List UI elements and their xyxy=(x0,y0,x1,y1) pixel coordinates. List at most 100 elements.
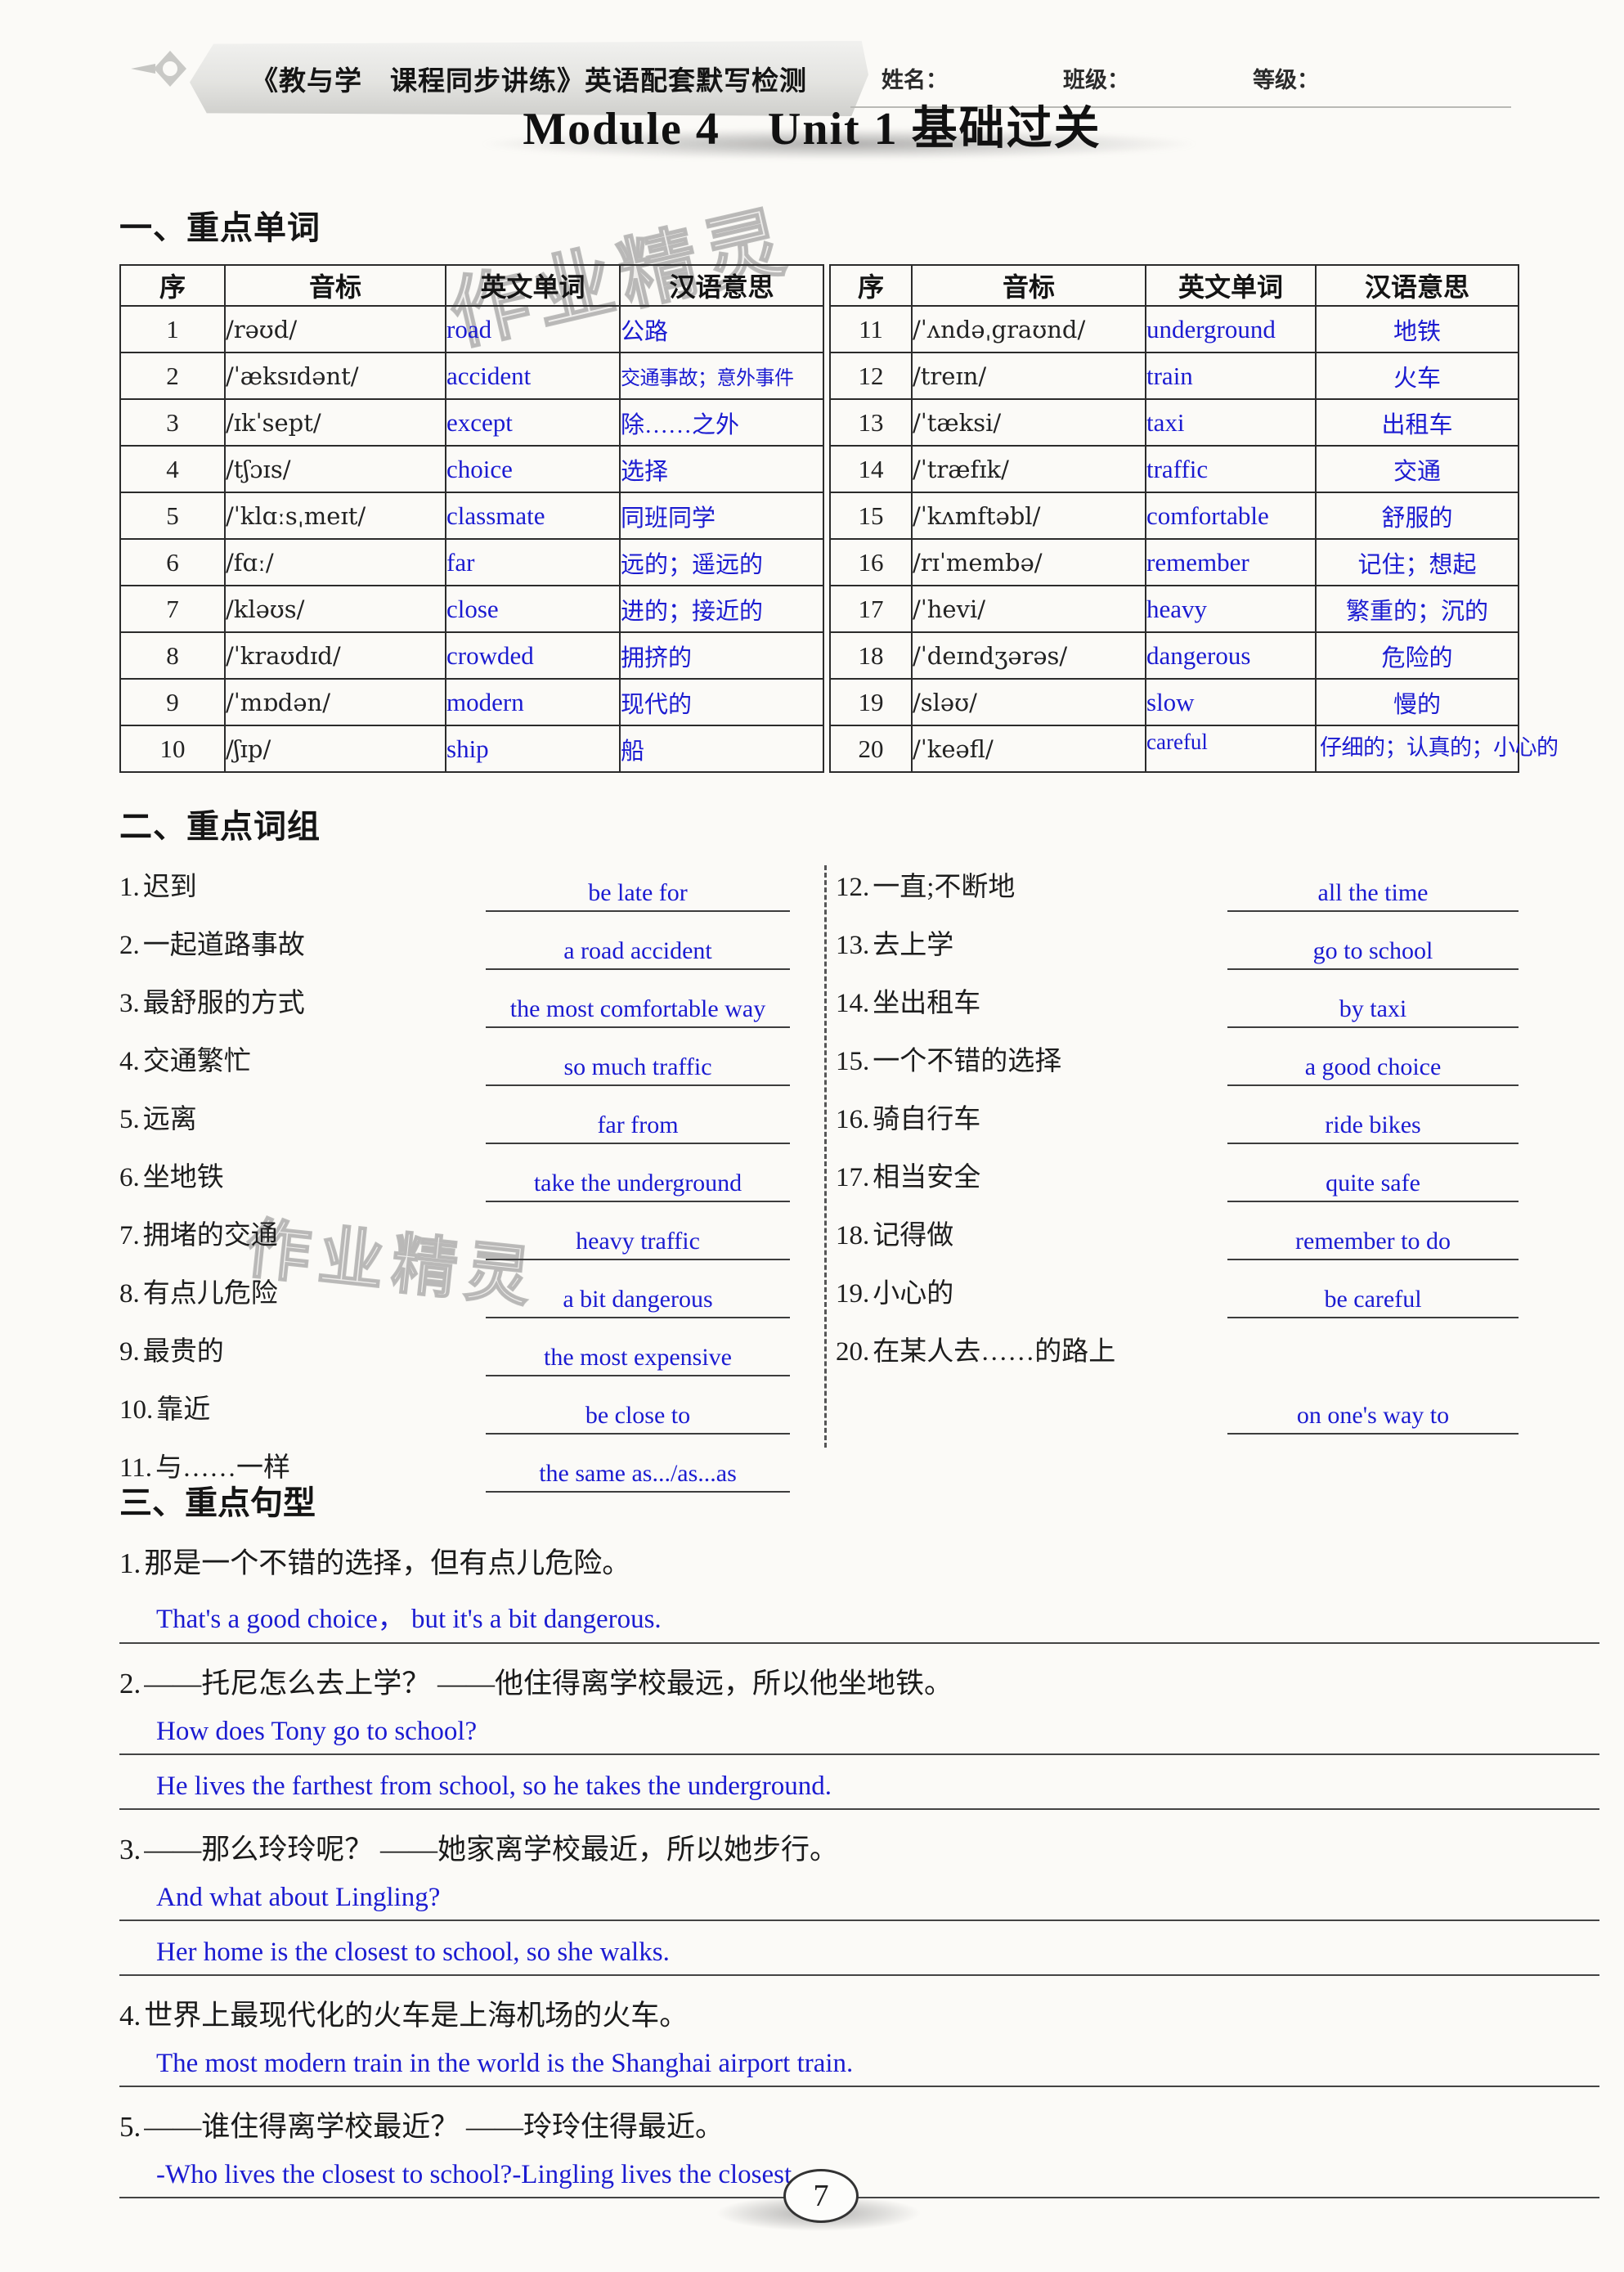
answer-line xyxy=(486,910,790,912)
word-number: 8 xyxy=(119,631,226,680)
word-number: 11 xyxy=(829,305,913,353)
word-ipa: /ˈdeɪndʒərəs/ xyxy=(911,631,1146,680)
word-table-row: 3 /ɪkˈsept/ except 除……之外 xyxy=(119,398,824,447)
word-ipa: /ˈtæksi/ xyxy=(911,398,1146,447)
word-english: train xyxy=(1145,352,1317,400)
phrase-number: 12. xyxy=(836,873,870,902)
answer-line xyxy=(1227,1433,1519,1435)
phrase-row: 2. 一起道路事故 a road accident xyxy=(119,917,823,975)
word-table-row: 10 /ʃɪp/ ship 船 xyxy=(119,725,824,773)
word-english: underground xyxy=(1145,305,1317,353)
word-ipa: /ʃɪp/ xyxy=(224,725,446,773)
word-meaning: 拥挤的 xyxy=(619,631,824,680)
word-english: heavy xyxy=(1145,585,1317,633)
phrase-row: on one's way to xyxy=(836,1381,1527,1439)
sentence-item: 1. 那是一个不错的选择，但有点儿危险。 That's a good choice… xyxy=(119,1540,1599,1644)
word-ipa: /treɪn/ xyxy=(911,352,1146,400)
section2-heading: 二、重点词组 xyxy=(119,809,321,845)
section3-heading: 三、重点句型 xyxy=(119,1485,316,1521)
word-number: 18 xyxy=(829,631,913,680)
phrase-number: 10. xyxy=(119,1395,154,1425)
word-english: except xyxy=(445,398,621,447)
word-ipa: /sləʊ/ xyxy=(911,678,1146,726)
grade-label: 等级： xyxy=(1253,68,1319,92)
col-header-no: 序 xyxy=(119,264,226,307)
phrase-number: 14. xyxy=(836,989,870,1018)
sentence-number: 4. xyxy=(119,2000,141,2032)
word-number: 20 xyxy=(829,725,913,773)
phrase-chinese: 7. 拥堵的交通 xyxy=(119,1221,278,1250)
word-english: close xyxy=(445,585,621,633)
phrase-number: 19. xyxy=(836,1279,870,1309)
phrase-chinese: 10. 靠近 xyxy=(119,1395,211,1425)
phrase-row: 16. 骑自行车 ride bikes xyxy=(836,1091,1527,1149)
word-english: traffic xyxy=(1145,445,1317,493)
word-meaning: 进的；接近的 xyxy=(619,585,824,633)
word-number: 1 xyxy=(119,305,226,353)
phrase-answer: the most expensive xyxy=(486,1344,790,1382)
phrase-answer: be close to xyxy=(486,1402,790,1440)
phrase-chinese: 16. 骑自行车 xyxy=(836,1105,981,1134)
word-table-row: 18 /ˈdeɪndʒərəs/ dangerous 危险的 xyxy=(829,631,1519,680)
word-table-row: 19 /sləʊ/ slow 慢的 xyxy=(829,678,1519,726)
phrase-answer: a good choice xyxy=(1227,1053,1519,1092)
word-ipa: /ˈkʌmftəbl/ xyxy=(911,492,1146,540)
word-ipa: /fɑː/ xyxy=(224,538,446,586)
phrase-answer-text: remember to do xyxy=(1295,1227,1451,1255)
word-english: careful xyxy=(1145,725,1317,773)
column-divider xyxy=(824,865,827,1448)
word-meaning: 繁重的；沉的 xyxy=(1315,585,1519,633)
phrase-number: 7. xyxy=(119,1221,140,1250)
phrase-answer-text: take the underground xyxy=(533,1169,742,1197)
phrase-answer: take the underground xyxy=(486,1170,790,1208)
word-table-left: 序 音标 英文单词 汉语意思 1 /rəʊd/ road 公路 2 /ˈæksɪ… xyxy=(119,264,824,773)
sentence-answer: -Who lives the closest to school?-Lingli… xyxy=(119,2160,1599,2198)
phrase-chinese: 4. 交通繁忙 xyxy=(119,1047,251,1076)
answer-line xyxy=(1227,1201,1519,1202)
phrase-chinese: 14. 坐出租车 xyxy=(836,989,981,1018)
phrase-number: 13. xyxy=(836,931,870,960)
col-header-meaning: 汉语意思 xyxy=(619,264,824,307)
phrase-chinese: 9. 最贵的 xyxy=(119,1337,224,1367)
phrase-number: 17. xyxy=(836,1163,870,1192)
title-shadow xyxy=(461,128,1217,160)
sentence-chinese: 4. 世界上最现代化的火车是上海机场的火车。 xyxy=(119,2000,689,2032)
word-number: 17 xyxy=(829,585,913,633)
word-english: far xyxy=(445,538,621,586)
phrase-answer: heavy traffic xyxy=(486,1228,790,1266)
phrase-column-right: 12. 一直;不断地 all the time 13. 去上学 go to scho… xyxy=(836,859,1527,1439)
sentence-answer: Her home is the closest to school, so sh… xyxy=(119,1937,1599,1976)
word-english: remember xyxy=(1145,538,1317,586)
word-meaning: 选择 xyxy=(619,445,824,493)
phrase-row: 6. 坐地铁 take the underground xyxy=(119,1149,823,1207)
word-english: crowded xyxy=(445,631,621,680)
word-table-row: 1 /rəʊd/ road 公路 xyxy=(119,305,824,353)
phrase-row: 11. 与……一样 the same as.../as...as xyxy=(119,1439,823,1497)
word-ipa: /rɪˈmembə/ xyxy=(911,538,1146,586)
word-meaning: 远的；遥远的 xyxy=(619,538,824,586)
phrase-row: 4. 交通繁忙 so much traffic xyxy=(119,1033,823,1091)
word-ipa: /kləʊs/ xyxy=(224,585,446,633)
col-header-word: 英文单词 xyxy=(445,264,621,307)
phrase-answer-text: a good choice xyxy=(1304,1053,1442,1080)
phrase-number: 16. xyxy=(836,1105,870,1134)
sentence-answer: And what about Lingling? xyxy=(119,1883,1599,1921)
sentence-number: 1. xyxy=(119,1547,141,1579)
phrase-answer-text: a road accident xyxy=(563,936,712,964)
phrase-number: 2. xyxy=(119,931,140,960)
word-ipa: /tʃɔɪs/ xyxy=(224,445,446,493)
phrase-answer-text: heavy traffic xyxy=(576,1227,700,1255)
phrase-number: 1. xyxy=(119,873,140,902)
word-english: slow xyxy=(1145,678,1317,726)
phrase-answer-text: be careful xyxy=(1324,1285,1422,1313)
banner-title: 《教与学 课程同步讲练》英语配套默写检测 xyxy=(251,65,807,96)
answer-line xyxy=(1227,910,1519,912)
answer-line xyxy=(486,1201,790,1202)
word-table-row: 8 /ˈkraʊdɪd/ crowded 拥挤的 xyxy=(119,631,824,680)
phrase-chinese: 11. 与……一样 xyxy=(119,1453,291,1483)
word-ipa: /ˈtræfɪk/ xyxy=(911,445,1146,493)
sentence-number: 3. xyxy=(119,1834,141,1866)
word-number: 5 xyxy=(119,492,226,540)
word-table-row: 15 /ˈkʌmftəbl/ comfortable 舒服的 xyxy=(829,492,1519,540)
answer-line xyxy=(1227,1143,1519,1144)
